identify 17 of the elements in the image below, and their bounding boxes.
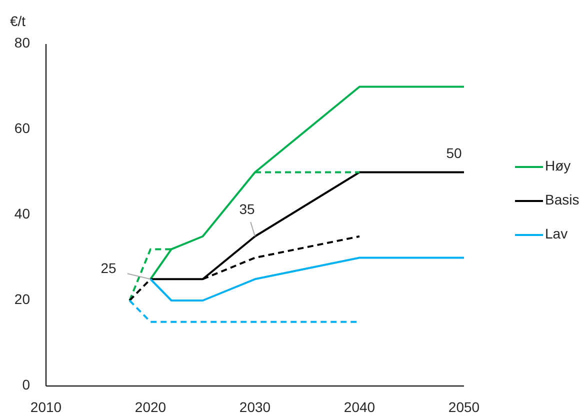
y-tick-label: 20	[14, 291, 30, 308]
y-tick-label: 80	[14, 34, 30, 51]
x-tick-label: 2030	[239, 399, 271, 415]
y-tick-label: 0	[22, 376, 30, 393]
x-tick-label: 2010	[30, 399, 62, 415]
y-tick-label: 40	[14, 206, 30, 222]
legend-label: Lav	[545, 226, 568, 242]
legend-label: Basis	[545, 192, 580, 208]
annotation: 50	[446, 144, 462, 161]
y-tick-label: 60	[14, 120, 30, 136]
legend-label: Høy	[545, 158, 571, 174]
x-tick-label: 2040	[344, 399, 376, 415]
x-tick-label: 2020	[134, 399, 166, 415]
y-axis-title: €/t	[10, 13, 26, 29]
x-tick-label: 2050	[448, 399, 480, 415]
annotation: 35	[239, 201, 255, 218]
annotation: 25	[100, 260, 116, 276]
